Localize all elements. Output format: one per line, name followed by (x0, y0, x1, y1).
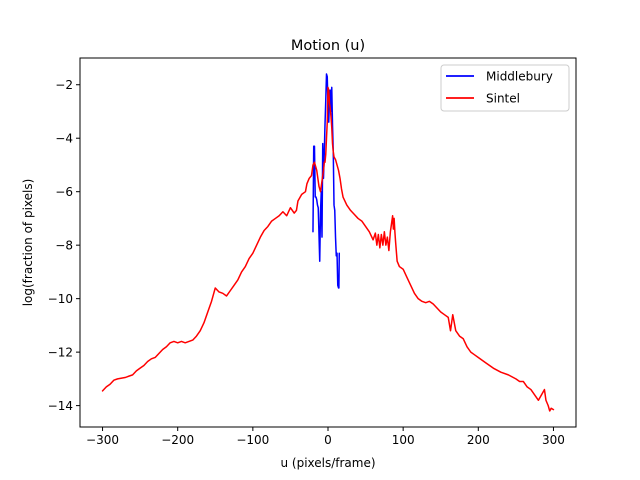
chart-title: Motion (u) (291, 38, 365, 54)
x-tick-label: −100 (236, 433, 269, 447)
series-line-middlebury (312, 73, 341, 289)
legend-label-sintel: Sintel (486, 92, 520, 106)
x-tick-label: 100 (392, 433, 415, 447)
x-tick-label: 200 (467, 433, 490, 447)
y-axis-ticks: −14 −12 −10 −8 −6 −4 −2 (48, 78, 80, 413)
legend: Middlebury Sintel (440, 64, 570, 112)
series-layer (101, 73, 555, 412)
x-tick-label: −300 (86, 433, 119, 447)
x-axis-label: u (pixels/frame) (280, 456, 375, 470)
y-tick-label: −10 (48, 292, 73, 306)
y-tick-label: −12 (48, 346, 73, 360)
y-tick-label: −6 (55, 185, 73, 199)
legend-label-middlebury: Middlebury (486, 70, 553, 84)
x-axis-ticks: −300 −200 −100 0 100 200 300 (86, 427, 565, 447)
y-tick-label: −14 (48, 399, 73, 413)
y-axis-label: log(fraction of pixels) (21, 179, 35, 307)
y-tick-label: −8 (55, 239, 73, 253)
x-tick-label: 0 (324, 433, 332, 447)
x-tick-label: −200 (161, 433, 194, 447)
series-line-sintel (101, 86, 555, 412)
x-tick-label: 300 (542, 433, 565, 447)
y-tick-label: −4 (55, 132, 73, 146)
y-tick-label: −2 (55, 78, 73, 92)
